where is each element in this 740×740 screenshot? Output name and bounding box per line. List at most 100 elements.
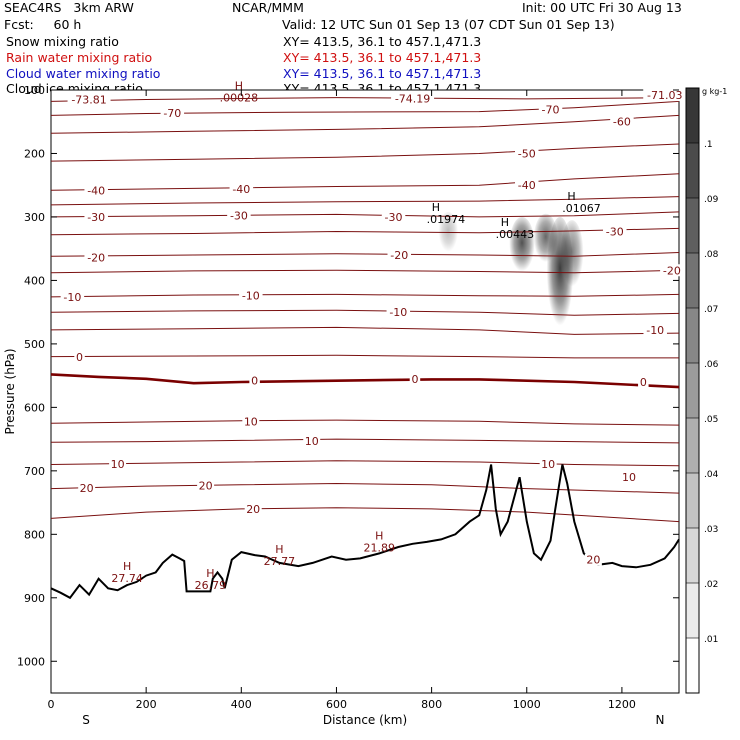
contour-label-18: -10 (242, 290, 260, 303)
field-name-rain: Rain water mixing ratio (6, 50, 153, 65)
isotherm-0 (50, 97, 680, 102)
terrain-layer (50, 464, 680, 600)
temp-high-value-3: 27.77 (264, 555, 296, 568)
colorbar-box-10 (686, 88, 699, 143)
contour-label-bg-8 (229, 183, 254, 196)
contour-label-bg-6 (515, 147, 539, 160)
snow-high-value-1: .00443 (496, 228, 535, 241)
colorbar-unit: g kg-1 (702, 87, 727, 96)
field-xy-snow: XY= 413.5, 36.1 to 457.1,471.3 (283, 34, 482, 49)
field-xy-rain: XY= 413.5, 36.1 to 457.1,471.3 (283, 50, 482, 65)
plot-area (50, 89, 680, 694)
snow-high-mark-0: H (432, 201, 440, 214)
colorbar-label-1: .02 (704, 580, 718, 590)
colorbar-label-2: .03 (704, 525, 718, 535)
contour-label-bg-4 (538, 103, 563, 116)
colorbar-label-0: .01 (704, 635, 718, 645)
contour-label-24: 0 (640, 376, 647, 389)
contour-label-8: -40 (232, 183, 250, 196)
contour-label-bg-13 (603, 225, 627, 238)
contour-label-23: 0 (411, 373, 418, 386)
y-tick-label-5: 600 (24, 401, 45, 414)
contour-label-bg-31 (197, 479, 215, 492)
contour-label-6: -50 (518, 147, 536, 160)
colorbar-box-4 (686, 418, 699, 473)
contour-labels: -73.81 -74.19 -71.03 -70 -70 -60 -50 -40 -40 -40 -… (60, 80, 687, 592)
isotherm-10 (50, 293, 680, 298)
isotherm-18 (50, 482, 680, 494)
y-tick-label-4: 500 (24, 338, 45, 351)
init-time: Init: 00 UTC Fri 30 Aug 13 (522, 0, 682, 15)
contour-label-16: -20 (663, 264, 681, 277)
contour-label-26: 10 (305, 435, 319, 448)
colorbar-label-4: .05 (704, 415, 718, 425)
isotherm-1 (50, 100, 680, 116)
contour-label-bg-11 (227, 209, 251, 222)
temp-high-value-4: 21.89 (364, 542, 396, 555)
contour-label-21: 0 (76, 351, 83, 364)
x-tick-label-6: 1200 (608, 698, 636, 711)
colorbar-box-3 (686, 473, 699, 528)
contour-label-bg-20 (643, 323, 667, 336)
y-tick-label-8: 900 (24, 592, 45, 605)
colorbar-label-9: .1 (704, 140, 713, 150)
colorbar-box-6 (686, 308, 699, 363)
colorbar-label-8: .09 (704, 195, 719, 205)
contour-label-bg-26 (303, 435, 321, 448)
temp-high-mark-3: H (275, 543, 283, 556)
field-xy-cloudwater: XY= 413.5, 36.1 to 457.1,471.3 (283, 66, 482, 81)
x-tick-label-1: 200 (136, 698, 157, 711)
temp-high-mark-4: H (375, 530, 383, 543)
contour-label-20: -10 (646, 324, 664, 337)
contour-label-bg-9 (515, 179, 539, 192)
isotherm-9 (50, 269, 680, 274)
snow-high-value-2: .01067 (562, 202, 601, 215)
field-name-snow: Snow mixing ratio (6, 34, 119, 49)
colorbar-label-3: .04 (704, 470, 719, 480)
contour-label-bg-0 (67, 93, 111, 106)
contour-label-19: -10 (389, 306, 407, 319)
contour-label-bg-19 (386, 306, 411, 319)
isotherm-5 (50, 196, 680, 206)
isotherm-14 (50, 373, 680, 389)
colorbar-box-1 (686, 583, 699, 638)
colorbar-label-5: .06 (704, 360, 719, 370)
contour-label-12: -30 (385, 211, 403, 224)
contour-label-bg-28 (539, 457, 557, 470)
contour-label-bg-24 (638, 375, 649, 388)
y-tick-label-7: 800 (24, 528, 45, 541)
colorbar-box-8 (686, 198, 699, 253)
contour-label-29: 10 (622, 471, 636, 484)
contour-label-bg-23 (409, 372, 421, 385)
contour-label-bg-32 (244, 502, 262, 515)
colorbar-frame (685, 87, 700, 694)
y-tick-label-9: 1000 (17, 655, 45, 668)
contour-label-bg-29 (620, 471, 638, 484)
contour-label-28: 10 (541, 458, 555, 471)
terrain-line (50, 464, 680, 600)
isotherm-13 (50, 354, 679, 359)
temp-high-value-2: 26.79 (195, 579, 227, 592)
y-axis-label: Pressure (hPa) (3, 348, 17, 434)
temp-high-mark-1: H (123, 560, 131, 573)
colorbar-box-7 (686, 253, 699, 308)
contour-label-30: 20 (80, 482, 94, 495)
contour-label-31: 20 (199, 479, 213, 492)
contour-label-0: -73.81 (71, 94, 106, 107)
snow-shading-layer (438, 211, 584, 332)
isotherm-4 (50, 173, 680, 191)
y-tick-label-3: 400 (24, 274, 45, 287)
contour-label-bg-3 (160, 106, 185, 119)
contour-label-bg-17 (60, 290, 85, 303)
contour-label-32: 20 (246, 503, 260, 516)
isotherm-2 (50, 114, 680, 134)
contour-label-bg-5 (610, 115, 634, 128)
contour-label-25: 10 (244, 415, 258, 428)
x-tick-label-0: 0 (48, 698, 55, 711)
x-tick-label-3: 600 (326, 698, 347, 711)
colorbar-box-5 (686, 363, 699, 418)
y-tick-label-6: 700 (24, 465, 45, 478)
snow-high-mark-2: H (567, 190, 575, 203)
contour-label-bg-10 (84, 210, 108, 223)
